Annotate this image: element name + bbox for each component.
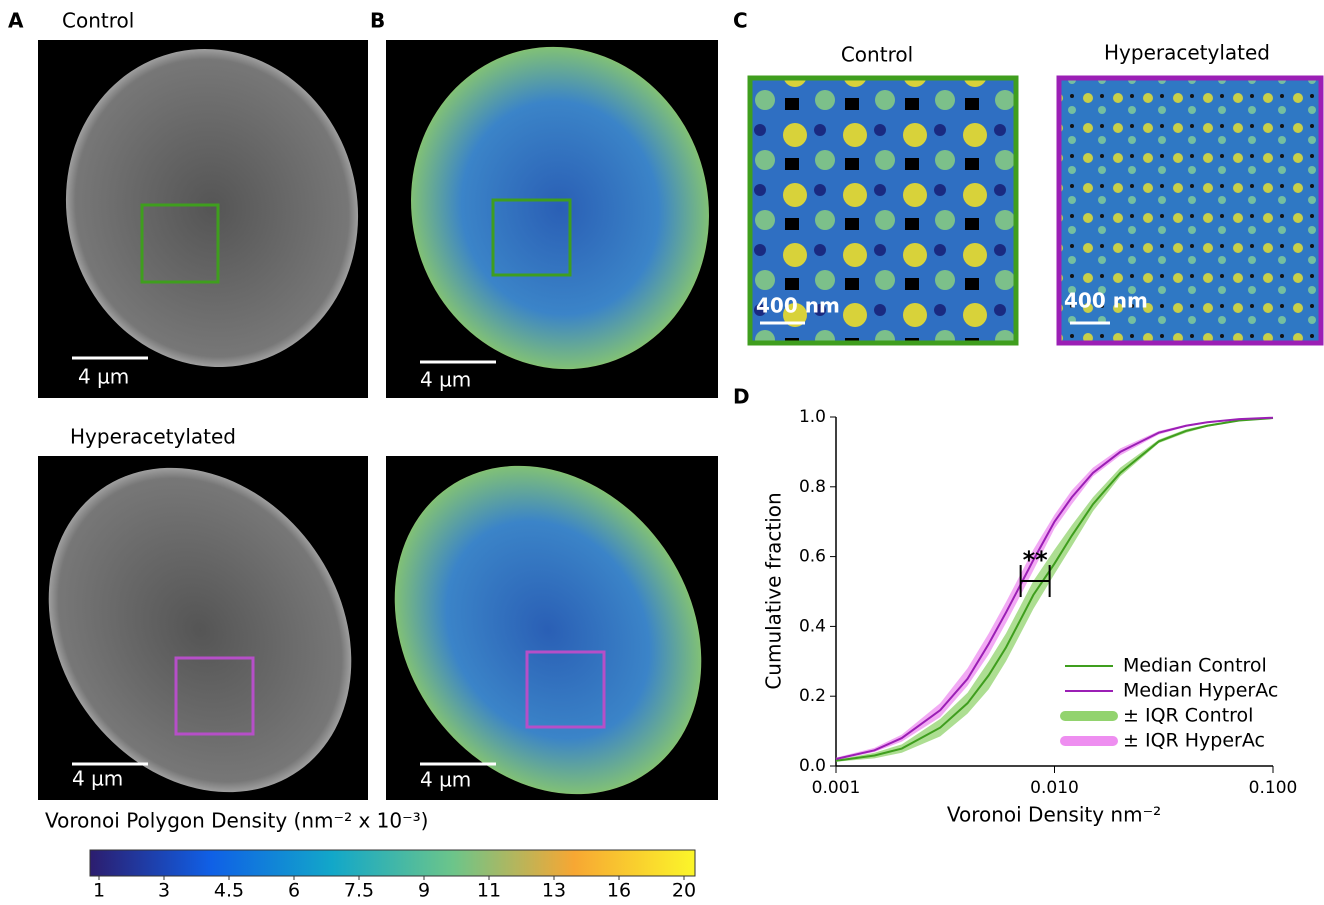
sig-label: ** [1023, 546, 1049, 574]
scale-label: 4 µm [78, 365, 129, 389]
y-tick-label: 1.0 [799, 407, 826, 427]
figure: A B C D Control Hyperacetylated Control … [0, 0, 1324, 901]
image-title: Hyperacetylated [1104, 41, 1270, 65]
colorbar-tick-label: 3 [158, 880, 170, 902]
colorbar-tick-label: 20 [672, 880, 696, 902]
legend-label: Median Control [1123, 655, 1267, 677]
scale-label: 400 nm [756, 294, 840, 318]
x-axis-label: Voronoi Density nm⁻² [947, 803, 1161, 827]
colorbar-tick-label: 7.5 [344, 880, 374, 902]
colorbar-tick-label: 4.5 [214, 880, 244, 902]
image-title: Control [841, 43, 913, 67]
y-tick-label: 0.8 [799, 477, 826, 497]
scale-label: 4 µm [72, 767, 123, 791]
panel-label: A [8, 9, 24, 33]
x-tick-label: 0.001 [812, 778, 861, 798]
colorbar-tick-label: 6 [288, 880, 300, 902]
colorbar-tick-label: 13 [542, 880, 566, 902]
y-tick-label: 0.6 [799, 547, 826, 567]
colorbar-tick-label: 1 [93, 880, 105, 902]
colorbar-title: Voronoi Polygon Density (nm⁻² x 10⁻³) [45, 809, 428, 833]
x-tick-label: 0.010 [1030, 778, 1079, 798]
chart-d: Voronoi Density nm⁻² Cumulative fraction… [762, 407, 1298, 827]
colorbar-tick-label: 11 [477, 880, 501, 902]
panel-label: B [370, 9, 385, 33]
image-title: Control [62, 9, 134, 33]
scale-label: 400 nm [1064, 289, 1148, 313]
legend-label: ± IQR HyperAc [1123, 730, 1265, 752]
x-tick-label: 0.100 [1249, 778, 1298, 798]
image-title: Hyperacetylated [70, 425, 236, 449]
colorbar-tick-label: 9 [418, 880, 430, 902]
y-tick-label: 0.4 [799, 616, 826, 636]
colorbar [90, 850, 695, 876]
scale-label: 4 µm [420, 768, 471, 792]
scale-label: 4 µm [420, 368, 471, 392]
y-tick-label: 0.0 [799, 756, 826, 776]
colorbar-tick-label: 16 [607, 880, 631, 902]
legend-label: ± IQR Control [1123, 705, 1253, 727]
y-axis-label: Cumulative fraction [762, 492, 786, 689]
panel-label: D [733, 385, 750, 409]
legend-label: Median HyperAc [1123, 680, 1278, 702]
y-tick-label: 0.2 [799, 686, 826, 706]
panel-label: C [733, 9, 748, 33]
